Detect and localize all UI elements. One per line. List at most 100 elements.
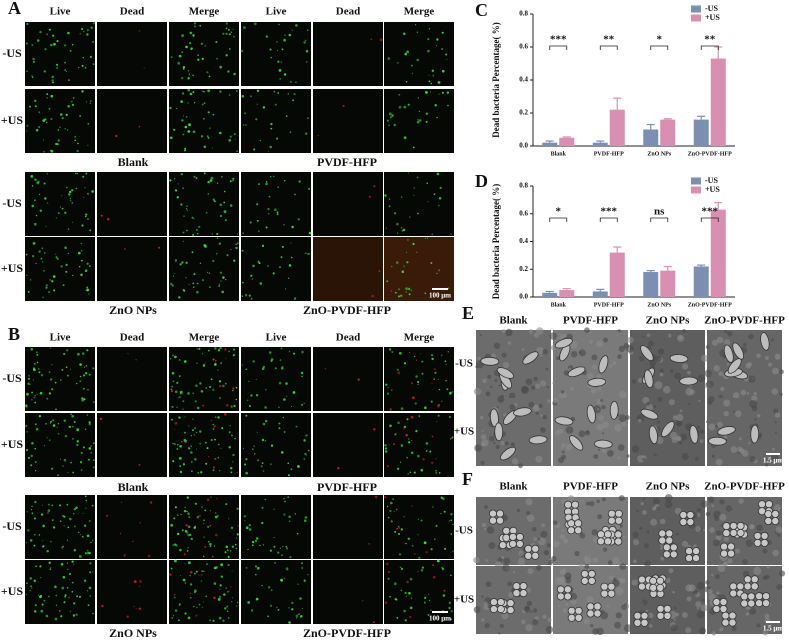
row-label: -US xyxy=(2,196,22,210)
cell-dot xyxy=(418,110,421,113)
cell-dot xyxy=(368,542,370,545)
cell-dot xyxy=(149,501,153,504)
cell-dot xyxy=(278,381,282,385)
cell-dot xyxy=(267,213,270,215)
cell-dot xyxy=(287,496,290,498)
sem-texture xyxy=(601,447,607,453)
sem-texture xyxy=(668,399,675,406)
cell-dot xyxy=(424,237,426,239)
cell-dot xyxy=(227,70,230,73)
group-label: ZnO-PVDF-HFP xyxy=(303,303,391,317)
cell-dot xyxy=(230,248,232,251)
cell-dot xyxy=(147,554,151,558)
sem-texture xyxy=(633,559,637,564)
cell-dot xyxy=(67,228,70,230)
scale-bar-label: 1.5 μm xyxy=(763,457,783,465)
cell-dot xyxy=(386,119,389,122)
bacterium xyxy=(736,521,745,530)
micrograph-bg xyxy=(384,495,454,559)
cell-dot xyxy=(51,519,54,521)
cell-dot xyxy=(408,352,411,354)
sem-texture xyxy=(533,537,537,541)
sem-texture xyxy=(689,385,692,387)
micrograph xyxy=(25,22,96,86)
bacterium xyxy=(496,605,505,614)
cell-dot xyxy=(203,90,205,93)
cell-dot xyxy=(196,290,199,294)
cell-dot xyxy=(189,574,191,577)
cell-dot xyxy=(83,524,87,527)
cell-dot xyxy=(181,51,183,53)
cell-dot xyxy=(192,418,194,420)
cell-dot xyxy=(174,422,178,425)
sem-texture xyxy=(547,386,550,389)
sem-texture xyxy=(571,351,578,358)
cell-dot xyxy=(294,513,297,515)
column-header: Dead xyxy=(336,332,360,344)
cell-dot xyxy=(52,424,56,427)
sem-texture xyxy=(745,362,751,369)
sem-texture xyxy=(730,446,738,453)
cell-dot xyxy=(73,602,76,605)
cell-dot xyxy=(34,604,37,607)
cell-dot xyxy=(40,374,44,377)
cell-dot xyxy=(171,385,174,388)
cell-dot xyxy=(88,293,90,295)
cell-dot xyxy=(82,387,85,390)
cell-dot xyxy=(185,116,188,118)
cell-dot xyxy=(44,252,46,254)
cell-dot xyxy=(251,540,255,544)
sem-texture xyxy=(542,349,548,355)
cell-dot xyxy=(178,359,181,361)
sem-texture xyxy=(657,396,663,402)
cell-dot xyxy=(224,413,227,416)
sem-texture xyxy=(526,514,535,522)
cell-dot xyxy=(278,427,281,430)
cell-dot xyxy=(217,369,219,371)
cell-dot xyxy=(33,544,36,547)
column-header: Live xyxy=(50,6,71,18)
cell-dot xyxy=(427,614,430,616)
cell-dot xyxy=(285,115,288,117)
cell-dot xyxy=(410,382,414,385)
error-bar xyxy=(646,123,655,130)
cell-dot xyxy=(396,222,399,226)
cell-dot xyxy=(291,225,294,229)
cell-dot xyxy=(70,198,72,200)
sem-texture xyxy=(779,392,783,397)
sem-texture xyxy=(676,420,683,427)
cell-dot xyxy=(182,133,185,136)
cell-dot xyxy=(69,190,72,194)
sem-texture xyxy=(525,378,533,386)
cell-dot xyxy=(222,619,225,622)
cell-dot xyxy=(41,603,44,606)
sem-texture xyxy=(656,436,664,445)
cell-dot xyxy=(48,28,51,31)
bacterium xyxy=(587,576,596,585)
cell-dot xyxy=(201,606,203,608)
cell-dot xyxy=(41,261,44,263)
cell-dot xyxy=(217,514,219,517)
bacterium xyxy=(531,544,540,553)
cell-dot xyxy=(81,352,85,355)
cell-dot xyxy=(35,470,37,472)
cell-dot xyxy=(67,472,69,474)
cell-dot xyxy=(279,266,281,268)
cell-dot xyxy=(40,577,42,579)
scale-bar-label: 100 μm xyxy=(429,615,451,623)
bacterium xyxy=(515,539,524,548)
sem-texture xyxy=(669,369,674,373)
cell-dot xyxy=(279,547,281,549)
cell-dot xyxy=(46,33,49,36)
cell-dot xyxy=(400,407,404,410)
sem-texture xyxy=(674,372,682,380)
cell-dot xyxy=(206,271,209,274)
cell-dot xyxy=(26,274,28,276)
cell-dot xyxy=(427,38,430,41)
bacterium xyxy=(764,517,773,526)
cell-dot xyxy=(259,139,261,142)
cell-dot xyxy=(69,50,72,52)
sem-texture xyxy=(652,506,656,511)
bacterium xyxy=(512,582,521,591)
cell-dot xyxy=(420,353,422,355)
